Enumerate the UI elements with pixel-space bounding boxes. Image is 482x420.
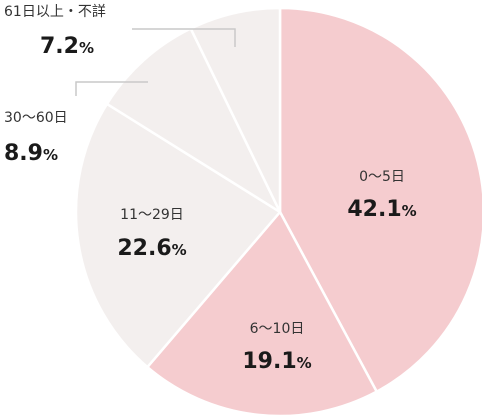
value-label-0: 42.1% — [347, 197, 416, 222]
value-label-3: 8.9% — [4, 141, 58, 166]
pie-slice-3 — [105, 27, 282, 214]
leader-line-3 — [75, 81, 148, 96]
value-label-4: 7.2% — [40, 34, 94, 59]
pie-slice-2 — [74, 102, 282, 369]
category-label-0: 0～5日 — [359, 169, 405, 185]
category-label-3: 30～60日 — [4, 110, 68, 126]
value-label-1: 19.1% — [242, 349, 311, 374]
leader-lines — [75, 28, 236, 96]
category-label-4: 61日以上・不詳 — [4, 4, 106, 20]
pie-slices — [74, 6, 482, 418]
category-label-1: 6～10日 — [250, 321, 305, 337]
pie-slice-0 — [278, 6, 482, 393]
category-label-2: 11～29日 — [120, 207, 184, 223]
leader-line-4 — [132, 28, 236, 47]
pie-slice-1 — [146, 210, 378, 418]
value-label-2: 22.6% — [117, 236, 186, 261]
